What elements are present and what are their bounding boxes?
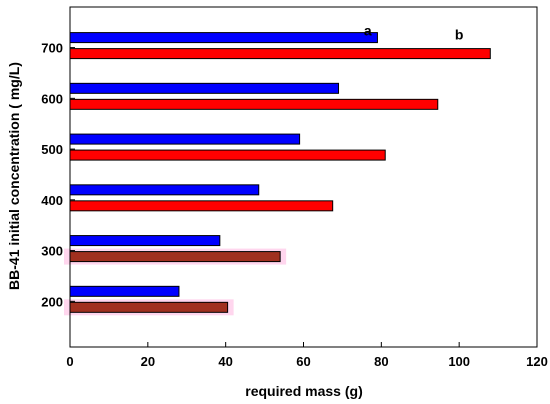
x-tick-label: 80 [374,354,388,369]
bar-b-600 [69,98,439,110]
series-annotation-a: a [364,22,372,38]
bar-a-400 [69,184,260,196]
x-axis-label: required mass (g) [245,383,362,399]
bar-a-600 [69,82,340,94]
y-tick-label: 600 [41,91,63,106]
bar-b-400 [69,200,334,212]
y-tick-label: 700 [41,41,63,56]
x-axis-ticks: 0 20 40 60 80 100 120 [66,342,548,369]
bar-b-300 [69,251,281,263]
bar-a-200 [69,285,180,297]
chart-marks [64,32,491,316]
x-tick-label: 120 [526,354,548,369]
bar-a-500 [69,133,301,145]
x-tick-label: 100 [448,354,470,369]
x-tick-label: 20 [141,354,155,369]
x-tick-label: 40 [218,354,232,369]
bar-b-700 [69,48,491,60]
bar-b-500 [69,149,386,161]
y-axis-label: BB-41 initial concentration ( mg/L) [6,62,22,290]
bar-a-300 [69,235,221,247]
series-annotation-b: b [455,26,464,42]
y-tick-label: 300 [41,244,63,259]
y-tick-label: 200 [41,294,63,309]
y-tick-label: 500 [41,142,63,157]
bar-b-200 [69,301,229,313]
x-tick-label: 0 [66,354,73,369]
y-tick-label: 400 [41,193,63,208]
x-tick-label: 60 [296,354,310,369]
y-axis-ticks: 200 300 400 500 600 700 [41,41,75,309]
bar-a-700 [69,32,378,44]
